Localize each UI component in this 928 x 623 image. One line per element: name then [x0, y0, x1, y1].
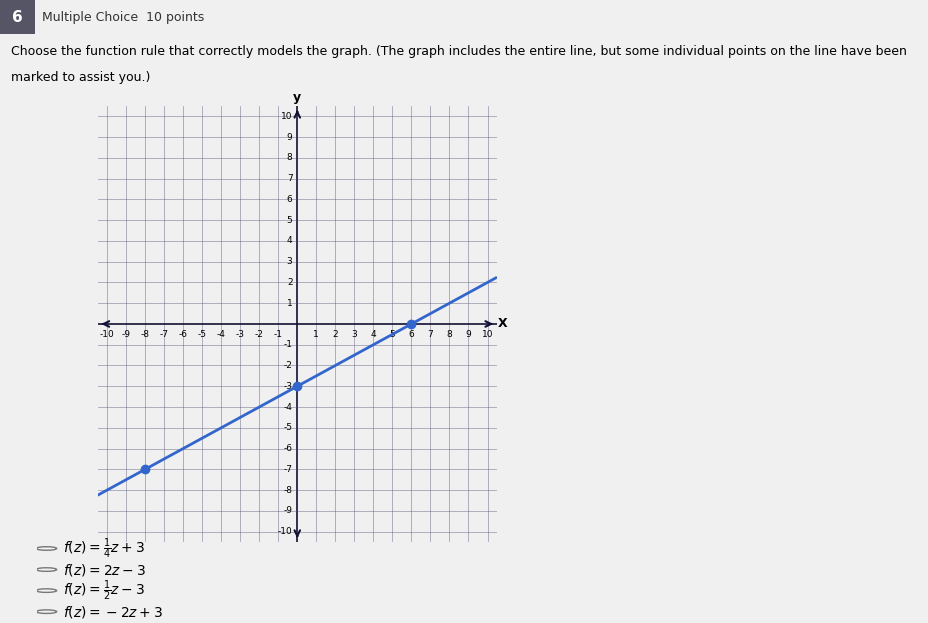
Text: -7: -7: [160, 330, 169, 339]
Text: $f(z) = \frac{1}{4}z + 3$: $f(z) = \frac{1}{4}z + 3$: [63, 536, 145, 561]
Text: 3: 3: [351, 330, 357, 339]
Text: 7: 7: [427, 330, 432, 339]
Text: 4: 4: [287, 236, 292, 245]
Text: -4: -4: [216, 330, 226, 339]
Text: 10: 10: [482, 330, 493, 339]
Text: -6: -6: [178, 330, 187, 339]
Text: Multiple Choice  10 points: Multiple Choice 10 points: [42, 11, 204, 24]
Text: $f(z) = 2z - 3$: $f(z) = 2z - 3$: [63, 561, 146, 578]
Text: -4: -4: [283, 402, 292, 412]
Text: -1: -1: [283, 340, 292, 350]
Text: 3: 3: [287, 257, 292, 266]
Text: -2: -2: [254, 330, 264, 339]
Text: 1: 1: [287, 298, 292, 308]
Text: 6: 6: [408, 330, 414, 339]
Text: -5: -5: [198, 330, 206, 339]
Text: 8: 8: [287, 153, 292, 163]
Text: 9: 9: [287, 133, 292, 141]
Text: -8: -8: [140, 330, 149, 339]
Text: 10: 10: [281, 112, 292, 121]
Text: -8: -8: [283, 485, 292, 495]
Text: $f(z) = \frac{1}{2}z - 3$: $f(z) = \frac{1}{2}z - 3$: [63, 578, 145, 603]
Text: 5: 5: [287, 216, 292, 225]
Text: 9: 9: [465, 330, 470, 339]
Bar: [0, 0, 35, 34]
Text: 4: 4: [370, 330, 376, 339]
Text: -1: -1: [274, 330, 282, 339]
Text: y: y: [293, 91, 301, 104]
Text: -10: -10: [99, 330, 114, 339]
Text: 8: 8: [446, 330, 452, 339]
Text: -9: -9: [283, 506, 292, 515]
Text: -6: -6: [283, 444, 292, 453]
Text: 6: 6: [12, 9, 23, 25]
Text: -3: -3: [236, 330, 244, 339]
Text: 6: 6: [287, 195, 292, 204]
Text: 7: 7: [287, 174, 292, 183]
Text: -3: -3: [283, 382, 292, 391]
Text: 2: 2: [287, 278, 292, 287]
Text: 1: 1: [313, 330, 319, 339]
Text: Choose the function rule that correctly models the graph. (The graph includes th: Choose the function rule that correctly …: [11, 45, 906, 58]
Text: -10: -10: [277, 527, 292, 536]
Text: -7: -7: [283, 465, 292, 474]
Text: marked to assist you.): marked to assist you.): [11, 71, 150, 84]
Text: 5: 5: [389, 330, 394, 339]
Text: $f(z) = -2z + 3$: $f(z) = -2z + 3$: [63, 604, 162, 620]
Text: -5: -5: [283, 423, 292, 432]
Text: -2: -2: [283, 361, 292, 370]
Text: 2: 2: [332, 330, 338, 339]
Text: -9: -9: [122, 330, 131, 339]
Text: X: X: [497, 318, 507, 330]
